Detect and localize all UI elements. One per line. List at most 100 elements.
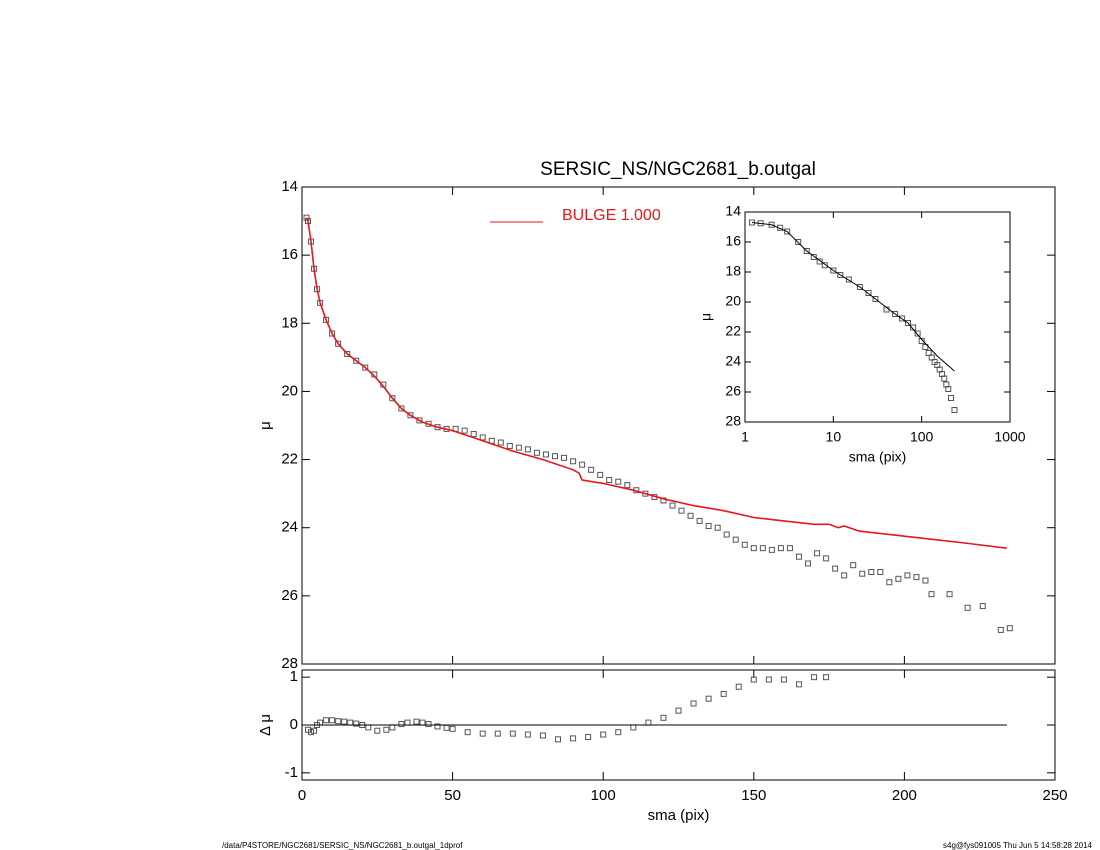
data-point xyxy=(600,731,607,738)
y-tick-label: 28 xyxy=(725,413,741,429)
data-point xyxy=(329,717,336,724)
data-point xyxy=(914,330,921,337)
y-tick-label: 14 xyxy=(725,203,741,219)
data-point xyxy=(335,718,342,725)
data-point xyxy=(425,721,432,728)
data-point xyxy=(311,727,318,734)
data-point xyxy=(845,276,852,283)
data-point xyxy=(690,700,697,707)
data-point xyxy=(877,569,884,576)
data-point xyxy=(868,569,875,576)
data-point xyxy=(497,439,504,446)
data-point xyxy=(570,458,577,465)
data-point xyxy=(335,340,342,347)
y-tick-label: 0 xyxy=(290,716,298,733)
data-point xyxy=(723,531,730,538)
data-point xyxy=(669,502,676,509)
data-point xyxy=(443,724,450,731)
data-point xyxy=(910,324,917,331)
y-axis-label: μ xyxy=(257,421,274,430)
data-point xyxy=(859,570,866,577)
data-point xyxy=(811,674,818,681)
data-point xyxy=(696,517,703,524)
data-point xyxy=(803,248,810,254)
data-point xyxy=(341,718,348,725)
data-point xyxy=(732,536,739,543)
legend-label: BULGE 1.000 xyxy=(562,207,661,224)
data-point xyxy=(624,482,631,489)
y-tick-label: 16 xyxy=(281,246,298,263)
data-point xyxy=(353,720,360,727)
data-point xyxy=(979,603,986,610)
data-point xyxy=(323,717,330,724)
data-point xyxy=(805,560,812,567)
data-point xyxy=(389,724,396,731)
data-point xyxy=(470,431,477,438)
data-point xyxy=(344,350,351,357)
data-point xyxy=(795,239,802,245)
data-point xyxy=(735,683,742,690)
data-point xyxy=(945,386,952,392)
x-tick-label: 100 xyxy=(591,787,616,804)
data-point xyxy=(714,524,721,531)
data-point xyxy=(830,267,837,274)
data-point xyxy=(561,454,568,461)
data-point xyxy=(347,719,354,726)
data-point xyxy=(922,344,929,350)
data-point xyxy=(823,555,830,562)
data-point xyxy=(365,724,372,731)
y-tick-label: 28 xyxy=(281,655,298,672)
plot-frame xyxy=(744,211,1011,423)
y-tick-label: 20 xyxy=(725,293,741,309)
data-point xyxy=(479,730,486,737)
y-tick-label: 14 xyxy=(281,178,298,195)
data-point xyxy=(362,364,369,371)
data-point xyxy=(750,545,757,552)
y-tick-label: 24 xyxy=(725,353,741,369)
y-tick-label: 22 xyxy=(725,323,741,339)
y-tick-label: -1 xyxy=(285,764,298,781)
data-point xyxy=(816,258,823,265)
x-tick-label: 1 xyxy=(741,429,749,445)
data-point xyxy=(832,565,839,572)
data-point xyxy=(303,214,310,221)
data-point xyxy=(759,545,766,552)
x-axis-label: sma (pix) xyxy=(648,807,710,824)
plot-frame xyxy=(301,186,1056,665)
data-point xyxy=(552,453,559,460)
data-point xyxy=(837,272,844,278)
data-point xyxy=(308,729,315,736)
data-point xyxy=(374,727,381,734)
data-point xyxy=(539,732,546,739)
data-point xyxy=(461,427,468,434)
data-point xyxy=(515,444,522,451)
y-tick-label: 16 xyxy=(725,233,741,249)
data-point xyxy=(464,729,471,736)
data-point xyxy=(741,541,748,548)
data-point xyxy=(872,296,879,302)
data-point xyxy=(768,546,775,553)
data-point xyxy=(904,320,911,326)
data-point xyxy=(823,674,830,681)
data-point xyxy=(946,591,953,598)
data-point xyxy=(918,338,925,344)
data-point xyxy=(810,254,817,260)
data-point xyxy=(615,478,622,485)
y-tick-label: 26 xyxy=(281,587,298,604)
data-point xyxy=(892,311,899,317)
data-point xyxy=(856,284,863,290)
data-point xyxy=(925,350,932,356)
y-tick-label: 18 xyxy=(725,263,741,279)
model-line xyxy=(751,222,955,372)
data-point xyxy=(579,461,586,468)
y-tick-label: 1 xyxy=(290,668,298,685)
data-point xyxy=(533,449,540,456)
x-axis-label: sma (pix) xyxy=(849,449,907,465)
data-point xyxy=(660,714,667,721)
y-tick-label: 24 xyxy=(281,519,298,536)
data-point xyxy=(585,733,592,740)
data-point xyxy=(841,572,848,579)
data-point xyxy=(434,723,441,730)
data-point xyxy=(904,572,911,579)
